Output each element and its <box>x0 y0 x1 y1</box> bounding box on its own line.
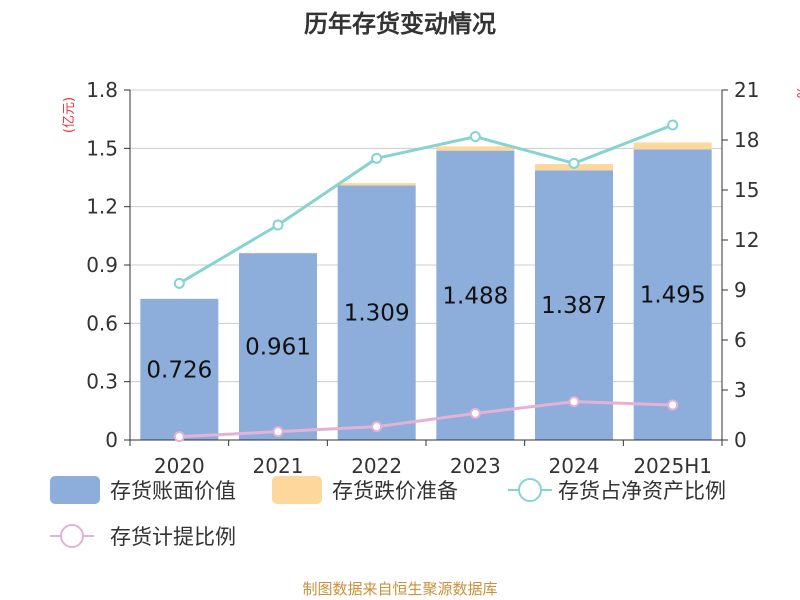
left-axis-unit: (亿元) <box>62 97 77 133</box>
line-point <box>371 421 383 433</box>
x-tick-label: 2021 <box>253 454 304 478</box>
axes: 0 0.3 0.6 0.9 1.2 1.5 1.8 0 3 6 9 12 15 18 21 2020 2021 2… <box>86 78 759 478</box>
legend-label: 存货计提比例 <box>110 525 236 549</box>
bar-impairment <box>337 183 416 186</box>
right-tick-label: 12 <box>734 228 759 252</box>
line-point <box>371 152 383 164</box>
bar-value-label: 1.495 <box>640 283 706 309</box>
left-tick-label: 1.8 <box>86 78 118 102</box>
chart-title: 历年存货变动情况 <box>304 10 496 38</box>
legend-swatch <box>272 476 322 504</box>
bar-book-value <box>633 149 712 441</box>
x-tick-label: 2024 <box>549 454 600 478</box>
line-point <box>469 407 481 419</box>
legend-swatch-marker <box>60 524 84 548</box>
right-tick-label: 6 <box>734 328 747 352</box>
gridlines <box>130 89 722 383</box>
line-point <box>272 426 284 438</box>
left-tick-label: 1.5 <box>86 136 118 160</box>
bar-book-value <box>337 185 416 440</box>
bar-impairment <box>633 142 712 150</box>
line-point <box>469 131 481 143</box>
left-tick-label: 0.9 <box>86 253 118 277</box>
left-tick-label: 0.6 <box>86 311 118 335</box>
right-tick-label: 0 <box>734 428 747 452</box>
bar-value-label: 0.961 <box>245 335 311 361</box>
bar-value-label: 1.488 <box>442 283 508 309</box>
line-point <box>173 277 185 289</box>
bar-book-value <box>239 253 317 440</box>
left-tick-label: 0 <box>105 428 118 452</box>
legend-label: 存货账面价值 <box>110 479 236 503</box>
x-tick-label: 2022 <box>351 454 402 478</box>
x-tick-label: 2020 <box>154 454 205 478</box>
legend-swatch <box>50 476 100 504</box>
bar-labels: 0.726 0.961 1.309 1.488 1.387 1.495 <box>146 283 705 384</box>
lines <box>173 119 679 443</box>
right-tick-label: 18 <box>734 128 759 152</box>
bar-book-value <box>140 298 219 440</box>
source-note: 制图数据来自恒生聚源数据库 <box>302 580 497 598</box>
left-tick-label: 0.3 <box>86 370 118 394</box>
legend-label: 存货占净资产比例 <box>558 479 726 503</box>
right-axis-unit: % <box>793 86 800 98</box>
line-point <box>272 219 284 231</box>
legend-label: 存货跌价准备 <box>332 479 458 503</box>
bar-impairment <box>436 146 515 151</box>
line-point <box>568 157 580 169</box>
line-point <box>568 396 580 408</box>
x-tick-label: 2023 <box>450 454 501 478</box>
right-tick-label: 3 <box>734 378 747 402</box>
left-tick-label: 1.2 <box>86 195 118 219</box>
bar-value-label: 1.309 <box>344 301 410 327</box>
right-tick-label: 15 <box>734 178 759 202</box>
line-point <box>173 431 185 443</box>
line-point <box>667 399 679 411</box>
bars <box>140 142 712 441</box>
bar-value-label: 1.387 <box>541 293 607 319</box>
legend-swatch-marker <box>518 478 542 502</box>
bar-book-value <box>436 150 515 440</box>
right-tick-label: 21 <box>734 78 759 102</box>
line-point <box>667 119 679 131</box>
line-ratio-net-assets <box>178 123 674 285</box>
bar-value-label: 0.726 <box>146 357 212 383</box>
line-impairment-ratio <box>179 400 673 439</box>
x-tick-label: 2025H1 <box>633 454 712 478</box>
bar-book-value <box>535 170 613 441</box>
right-tick-label: 9 <box>734 278 747 302</box>
